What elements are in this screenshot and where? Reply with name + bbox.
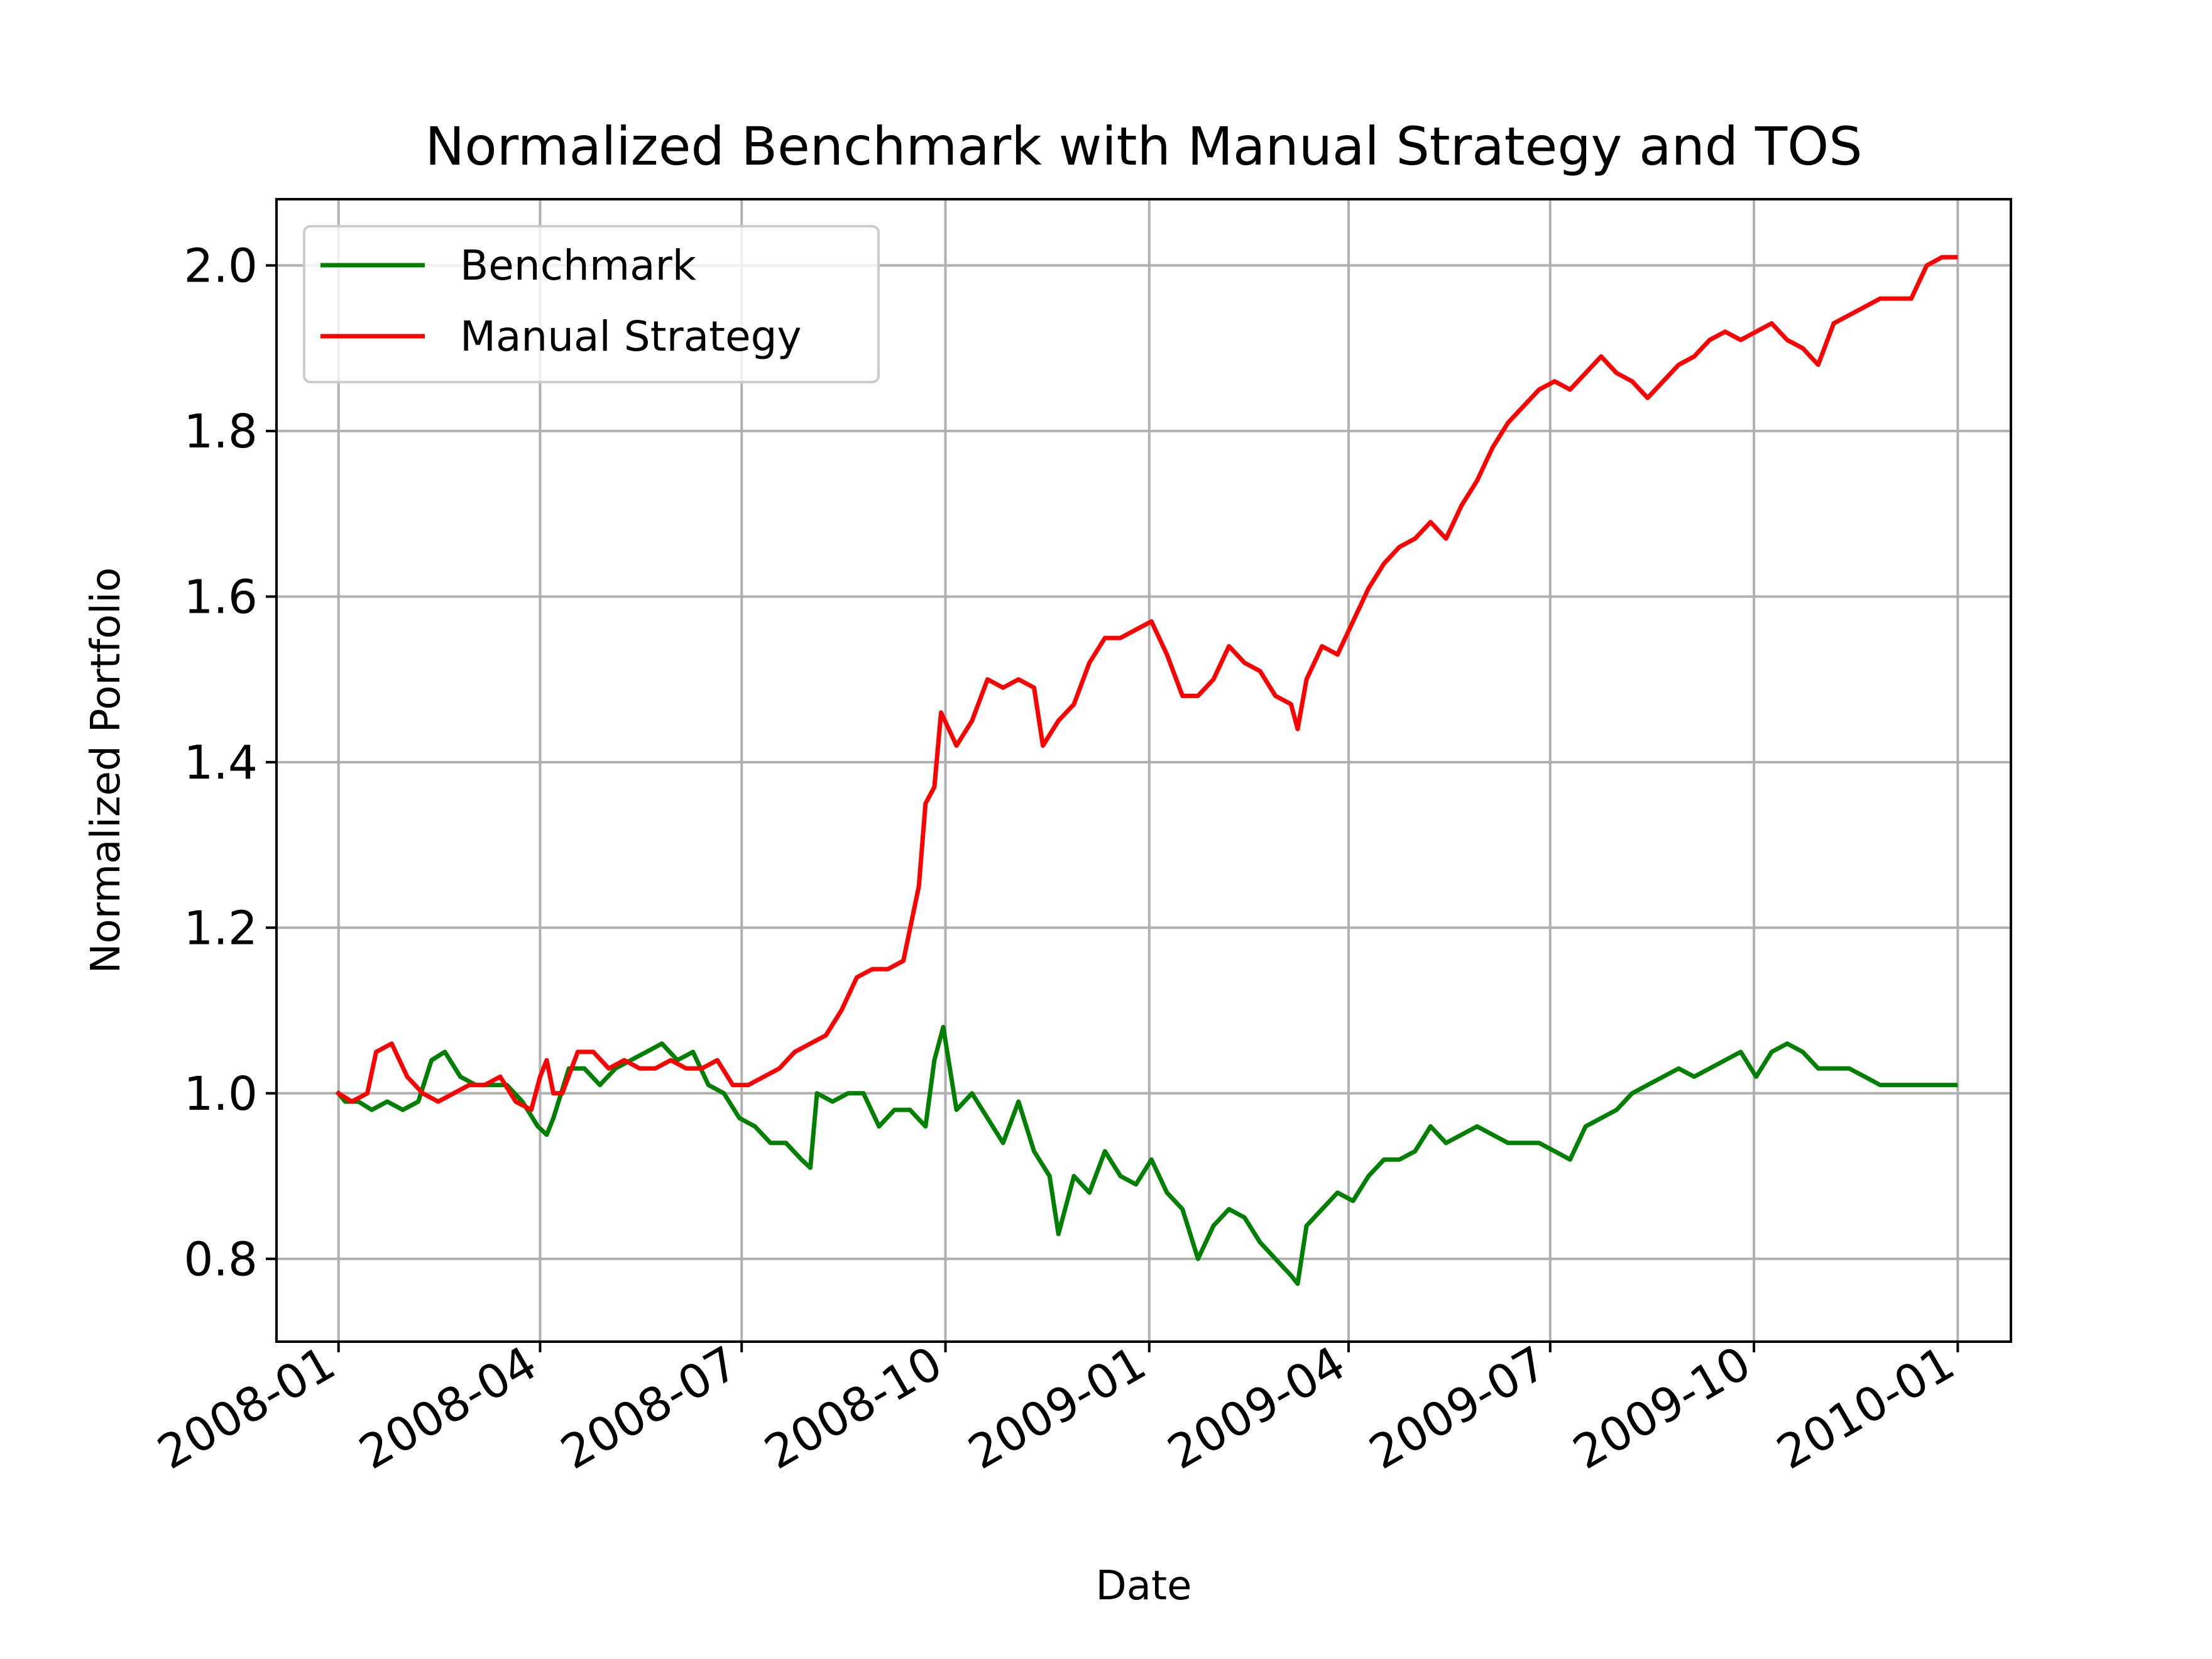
series-line-manual-strategy [335, 255, 1958, 1112]
plot-frame [275, 198, 2012, 1343]
legend-box [303, 225, 880, 383]
legend-label-benchmark: Benchmark [460, 241, 697, 290]
grid-lines [276, 199, 2011, 1342]
y-tick-label: 1.2 [183, 901, 258, 955]
series-line-benchmark [335, 1024, 1958, 1286]
y-tick-label: 0.8 [183, 1232, 258, 1286]
legend-label-manual-strategy: Manual Strategy [460, 312, 802, 361]
y-axis-label: Normalized Portfolio [83, 567, 129, 974]
y-axis-ticks: 0.8 1.0 1.2 1.4 1.6 1.8 2.0 [183, 239, 276, 1286]
chart-title: Normalized Benchmark with Manual Strateg… [425, 116, 1862, 177]
series-layer [335, 255, 1958, 1286]
y-tick-label: 1.6 [183, 570, 258, 624]
y-tick-label: 1.0 [183, 1067, 258, 1121]
y-tick-label: 2.0 [183, 239, 258, 293]
y-tick-label: 1.8 [183, 405, 258, 459]
legend: Benchmark Manual Strategy [303, 225, 880, 383]
y-tick-label: 1.4 [183, 736, 258, 790]
plot-area [276, 199, 2011, 1342]
x-axis-label: Date [1096, 1563, 1192, 1609]
